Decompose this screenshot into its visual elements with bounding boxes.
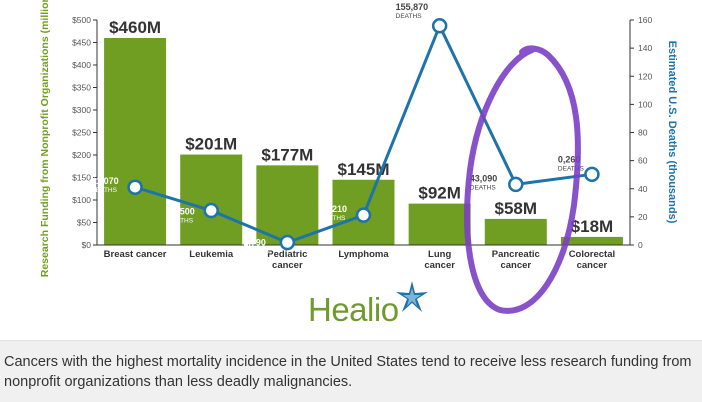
right-tick-label: 160 <box>638 15 652 25</box>
left-tick-label: $350 <box>72 83 91 93</box>
deaths-point-5 <box>431 18 448 34</box>
right-tick-label: 120 <box>638 71 652 81</box>
deaths-unit-label: DEATHS <box>558 165 585 172</box>
bar-7 <box>560 236 623 245</box>
right-tick-label: 40 <box>638 184 648 194</box>
right-axis-label: Estimated U.S. Deaths (thousands) <box>666 41 678 224</box>
bar-value-label: $201M <box>185 135 237 154</box>
bar-value-label: $460M <box>109 18 161 37</box>
deaths-value-label: 0,260 <box>558 154 581 164</box>
deaths-value-label: 1,790 <box>243 237 266 247</box>
bar-1 <box>104 38 167 245</box>
left-axis-label: Research Funding from Nonprofit Organiza… <box>39 0 51 277</box>
category-label: Leukemia <box>189 249 234 260</box>
deaths-unit-label: DEATHS <box>320 215 347 222</box>
deaths-value-label: 43,090 <box>470 173 498 183</box>
category-label: cancer <box>424 260 455 271</box>
deaths-value-label: 41,070 <box>91 176 119 186</box>
category-label: cancer <box>272 260 303 271</box>
bar-value-label: $177M <box>261 145 313 164</box>
right-tick-label: 60 <box>638 156 648 166</box>
left-tick-label: $150 <box>72 173 91 183</box>
left-tick-label: $50 <box>77 218 91 228</box>
deaths-unit-label: DEATHS <box>396 13 423 20</box>
deaths-unit-label: DEATHS <box>470 184 497 191</box>
category-label: cancer <box>500 260 531 271</box>
deaths-point-6 <box>508 176 524 193</box>
bar-value-label: $92M <box>418 184 461 203</box>
left-tick-label: $100 <box>72 195 91 205</box>
annotation-loop <box>464 45 581 314</box>
category-label: Pancreatic <box>492 249 540 260</box>
right-tick-label: 20 <box>638 212 648 222</box>
chart-figure: Research Funding from Nonprofit Organiza… <box>39 0 678 330</box>
deaths-unit-label: DEATHS <box>91 187 118 194</box>
left-tick-label: $200 <box>72 150 91 160</box>
right-tick-label: 0 <box>638 240 643 250</box>
category-label: Pediatric <box>267 249 307 260</box>
bar-value-label: $58M <box>495 199 538 218</box>
left-tick-label: $400 <box>72 60 91 70</box>
deaths-unit-label: DEATHS <box>167 218 194 225</box>
bar-3 <box>256 165 319 245</box>
deaths-point-7 <box>584 166 600 183</box>
left-tick-label: $250 <box>72 128 91 138</box>
right-tick-label: 100 <box>638 99 652 109</box>
deaths-point-2 <box>203 202 219 219</box>
deaths-point-3 <box>279 234 296 251</box>
category-label: Colorectal <box>569 249 615 260</box>
bar-2 <box>180 154 243 245</box>
left-tick-label: $0 <box>82 240 92 250</box>
deaths-value-label: 21,210 <box>320 204 348 214</box>
deaths-point-1 <box>127 179 143 195</box>
right-tick-label: 80 <box>638 128 648 138</box>
deaths-value-label: 155,870 <box>396 2 429 12</box>
category-label: Lymphoma <box>338 249 389 260</box>
left-tick-label: $300 <box>72 105 91 115</box>
right-tick-label: 140 <box>638 43 652 53</box>
deaths-point-4 <box>355 207 372 223</box>
bar-6 <box>484 218 547 245</box>
deaths-value-label: 24,500 <box>167 207 195 217</box>
bar-5 <box>408 203 471 245</box>
figure-caption: Cancers with the highest mortality incid… <box>0 340 702 402</box>
category-label: Breast cancer <box>104 249 167 260</box>
bar-value-label: $145M <box>338 160 390 179</box>
category-label: Lung <box>428 249 451 260</box>
left-tick-label: $500 <box>72 15 91 25</box>
left-tick-label: $450 <box>72 38 91 48</box>
deaths-unit-label: DEATHS <box>243 248 270 255</box>
logo-text: Healio <box>308 291 399 328</box>
category-label: cancer <box>577 260 608 271</box>
bar-value-label: $18M <box>571 217 614 236</box>
star-burst-icon <box>395 281 428 312</box>
chart-canvas: Research Funding from Nonprofit Organiza… <box>39 0 678 314</box>
healio-logo: Healio <box>308 281 429 330</box>
